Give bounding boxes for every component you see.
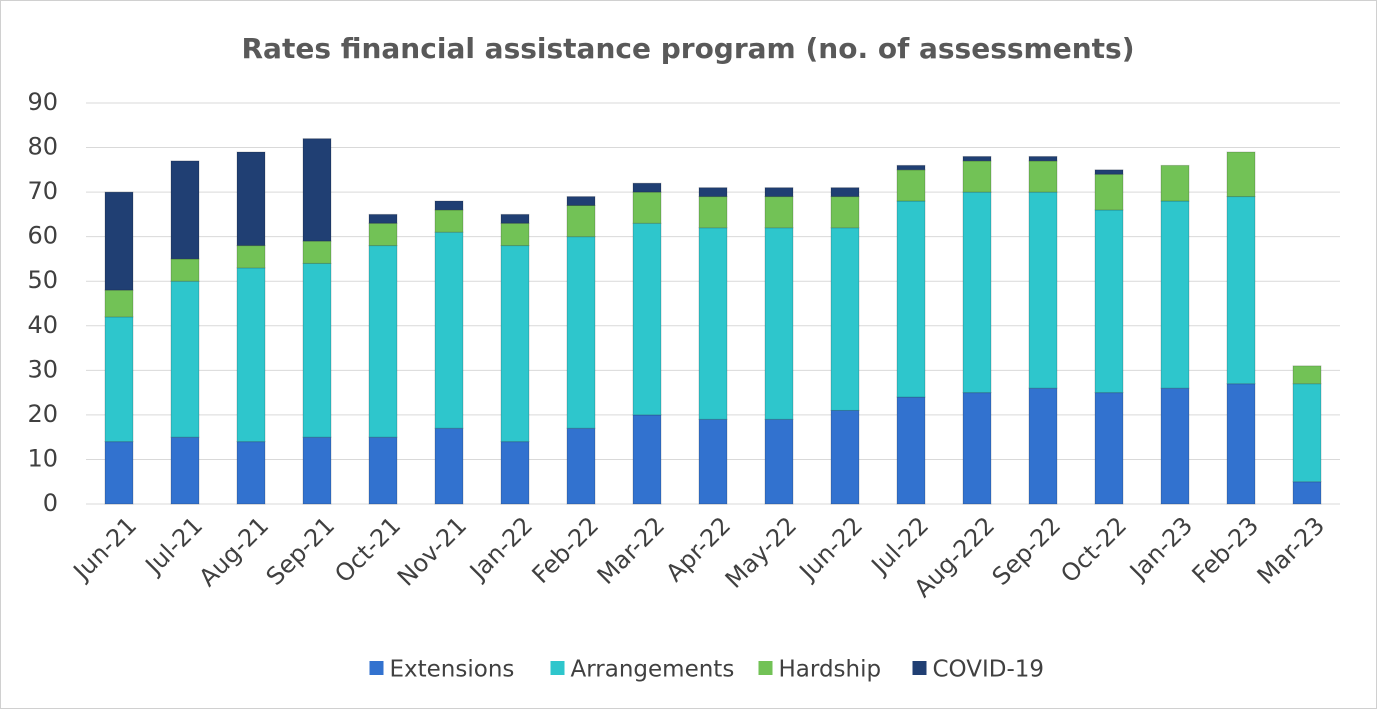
bar-segment [566, 427, 596, 505]
bar-segment [1094, 173, 1124, 211]
bar-segment [764, 418, 794, 505]
y-tick-label: 30 [27, 355, 58, 383]
bar-segment [104, 441, 134, 505]
bar-segment [1094, 209, 1124, 394]
bar-segment [1094, 169, 1124, 175]
bar-segment [632, 182, 662, 193]
bar-segment [368, 222, 398, 247]
y-tick-label: 50 [27, 266, 58, 294]
bar-segment [764, 196, 794, 229]
bar-segment [632, 222, 662, 416]
chart-title: Rates financial assistance program (no. … [241, 32, 1134, 65]
y-tick-label: 10 [27, 444, 58, 472]
bar-segment [896, 164, 926, 171]
bar-segment [830, 409, 860, 505]
legend-label: COVID-19 [933, 657, 1045, 683]
bar-segment [830, 196, 860, 229]
bar-segment [302, 138, 332, 242]
bar-segment [236, 151, 266, 247]
bar-segment [170, 258, 200, 282]
bar-segment [566, 204, 596, 238]
bar-segment [632, 191, 662, 224]
bar-segment [104, 316, 134, 443]
bar-segment [764, 187, 794, 198]
y-tick-label: 60 [27, 222, 58, 250]
bar-segment [1028, 160, 1058, 193]
bar-segment [896, 396, 926, 505]
legend-swatch [550, 661, 565, 675]
bar-segment [698, 227, 728, 420]
bar-segment [236, 245, 266, 269]
bar-segment [1160, 164, 1190, 202]
bar-segment [1028, 191, 1058, 389]
bar-segment [170, 280, 200, 438]
bar-segment [764, 227, 794, 420]
bar-segment [1160, 200, 1190, 389]
bar-segment [698, 418, 728, 505]
bar-segment [500, 441, 530, 505]
bar-segment [1292, 365, 1322, 385]
bar-segment [434, 209, 464, 233]
bar-segment [962, 191, 992, 394]
bar-segment [236, 267, 266, 443]
bar-segment [434, 231, 464, 429]
y-tick-label: 70 [27, 177, 58, 205]
bar-segment [1226, 196, 1256, 385]
bar-segment [434, 200, 464, 211]
bar-segment [368, 436, 398, 505]
bar-segment [1094, 392, 1124, 505]
bar-segment [698, 187, 728, 198]
y-tick-label: 90 [27, 88, 58, 116]
bar-segment [1292, 383, 1322, 483]
bar-segment [566, 236, 596, 429]
legend-swatch [369, 661, 384, 675]
bar-segment [566, 196, 596, 206]
bar-segment [962, 392, 992, 505]
bar-segment [1028, 155, 1058, 162]
bar-segment [236, 441, 266, 505]
bar-segment [170, 436, 200, 505]
bar-segment [1160, 387, 1190, 505]
bar-segment [104, 289, 134, 318]
bar-segment [830, 187, 860, 198]
bar-segment [896, 200, 926, 398]
bar-segment [434, 427, 464, 505]
bar-segment [500, 213, 530, 224]
bar-segment [500, 222, 530, 247]
legend-swatch [758, 661, 773, 675]
bar-segment [830, 227, 860, 411]
bar-segment [368, 213, 398, 224]
bar-segment [302, 262, 332, 438]
bar-segment [962, 160, 992, 193]
y-tick-label: 40 [27, 311, 58, 339]
bar-segment [104, 191, 134, 291]
bar-segment [1028, 387, 1058, 505]
bar-segment [500, 245, 530, 443]
legend-swatch [912, 661, 927, 675]
bar-segment [896, 169, 926, 202]
legend-label: Arrangements [571, 657, 735, 683]
bar-segment [368, 245, 398, 438]
y-tick-label: 80 [27, 133, 58, 161]
bar-segment [632, 414, 662, 505]
bar-segment [962, 155, 992, 162]
bar-segment [1226, 151, 1256, 198]
bar-segment [1292, 481, 1322, 505]
bar-segment [698, 196, 728, 229]
bar-segment [302, 240, 332, 264]
bar-segment [302, 436, 332, 505]
bar-segment [1226, 383, 1256, 505]
legend-label: Hardship [779, 657, 882, 683]
legend-label: Extensions [390, 657, 515, 683]
y-tick-label: 20 [27, 400, 58, 428]
bar-segment [170, 160, 200, 260]
y-tick-label: 0 [43, 489, 58, 517]
